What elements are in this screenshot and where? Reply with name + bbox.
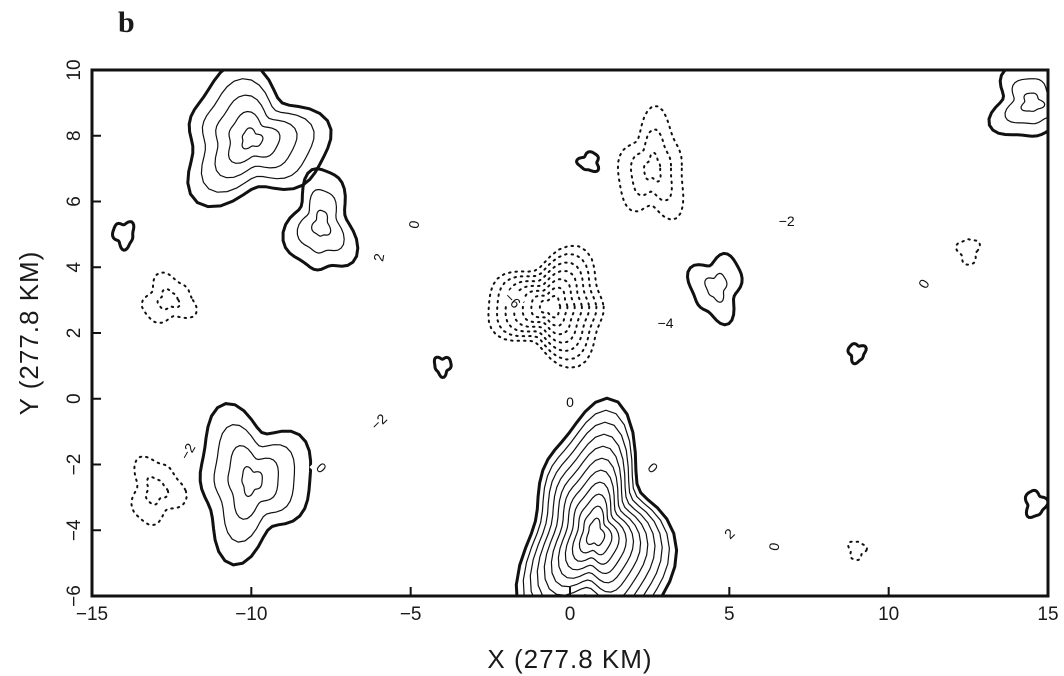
contour-label: −2: [367, 410, 390, 433]
negative-contour: [538, 294, 562, 319]
zero-contour: [110, 220, 136, 252]
contour-label-bg: [175, 439, 200, 464]
x-tick-label: 10: [878, 604, 899, 625]
x-tick-label: 5: [724, 604, 735, 625]
positive-contour: [241, 465, 263, 498]
x-tick-label: 0: [565, 604, 576, 625]
y-tick-label: 10: [64, 59, 85, 80]
contour-label-bg: [500, 287, 526, 313]
positive-contour: [543, 445, 649, 596]
y-axis-label: Y (277.8 KM): [14, 251, 44, 416]
negative-contour: [616, 105, 685, 221]
zero-contour: [186, 70, 333, 209]
contour-label: 0: [765, 541, 782, 552]
contour-labels: 02−2−6−40−2−200 020: [175, 212, 936, 557]
positive-contour: [1020, 92, 1046, 112]
contour-label-bg: [640, 455, 666, 480]
contour-label: 0: [405, 219, 422, 230]
contour-label: −2: [177, 440, 199, 462]
contour-label-bg: [561, 393, 579, 411]
x-tick-label: −15: [76, 604, 108, 625]
panel-label: b: [118, 6, 135, 39]
x-tick-label: −10: [235, 604, 267, 625]
positive-contour: [536, 433, 656, 596]
x-tick-label: 15: [1037, 604, 1058, 625]
positive-contour: [557, 469, 635, 584]
y-tick-label: −6: [64, 585, 85, 607]
negative-contour: [954, 238, 981, 266]
zero-contour: [514, 396, 679, 596]
zero-contour: [575, 150, 601, 174]
zero-contour: [432, 355, 453, 380]
y-tick-label: 6: [64, 196, 85, 207]
positive-contour: [1004, 78, 1048, 125]
positive-contour: [214, 94, 298, 179]
x-axis-label: X (277.8 KM): [487, 644, 652, 674]
contour-label-bg: [403, 214, 424, 235]
positive-contour: [227, 110, 281, 164]
positive-contour: [311, 209, 332, 237]
negative-contour: [513, 269, 583, 344]
negative-contour: [504, 261, 591, 353]
y-tick-label: 8: [64, 130, 85, 141]
negative-contour: [487, 244, 605, 369]
zero-contour: [685, 251, 744, 327]
positive-contour: [213, 423, 296, 543]
positive-contour: [571, 493, 620, 565]
positive-contour: [200, 78, 315, 193]
y-tick-label: −4: [64, 519, 85, 541]
positive-contour: [296, 188, 345, 254]
y-tick-label: 2: [64, 328, 85, 339]
contour-label-bg: [656, 314, 675, 332]
contour-label-bg: [911, 271, 936, 296]
contour-label-bg: [716, 520, 742, 546]
contour-label-bg: [366, 409, 391, 434]
contour-label-bg: [309, 455, 335, 480]
zero-contour: [987, 70, 1048, 138]
negative-contour: [495, 253, 598, 361]
negative-contour: [530, 286, 569, 327]
contour-label-bg: [763, 536, 784, 557]
positive-contour: [522, 409, 671, 596]
positive-contour: [241, 127, 264, 150]
x-tick-label: −5: [400, 604, 422, 625]
zero-contour: [198, 402, 313, 567]
positive-contour: [704, 272, 728, 303]
negative-contour: [156, 288, 182, 311]
y-axis: −6 −4 −2 0 2 4 6 8 10: [64, 59, 101, 607]
plot-frame: [90, 68, 1050, 598]
zero-contour: [1023, 488, 1048, 520]
contour-label-bg: [777, 212, 796, 230]
positive-contour: [550, 457, 642, 593]
contour-lines: [110, 70, 1048, 596]
negative-contour: [140, 271, 198, 324]
y-tick-label: 4: [64, 262, 85, 273]
positive-contour: [585, 517, 606, 547]
contour-label-bg: [368, 246, 389, 268]
positive-contour: [578, 505, 613, 556]
contour-label: −2: [779, 213, 795, 229]
x-axis: −15 −10 −5 0 5 10 15: [76, 587, 1059, 625]
y-tick-label: 0: [64, 393, 85, 404]
negative-contour: [144, 475, 170, 506]
negative-contour: [521, 278, 576, 336]
positive-contour: [227, 444, 280, 520]
contour-label: 2: [370, 252, 387, 263]
negative-contour: [642, 151, 662, 183]
zero-contour: [846, 342, 868, 366]
y-tick-label: −2: [64, 454, 85, 476]
zero-contour: [281, 167, 360, 272]
positive-contour: [564, 481, 627, 575]
negative-contour: [130, 455, 188, 527]
contour-label: 0: [566, 394, 574, 410]
contour-label: −4: [658, 315, 674, 331]
negative-contour: [629, 128, 673, 202]
negative-contour: [847, 540, 868, 561]
positive-contour: [529, 421, 663, 596]
